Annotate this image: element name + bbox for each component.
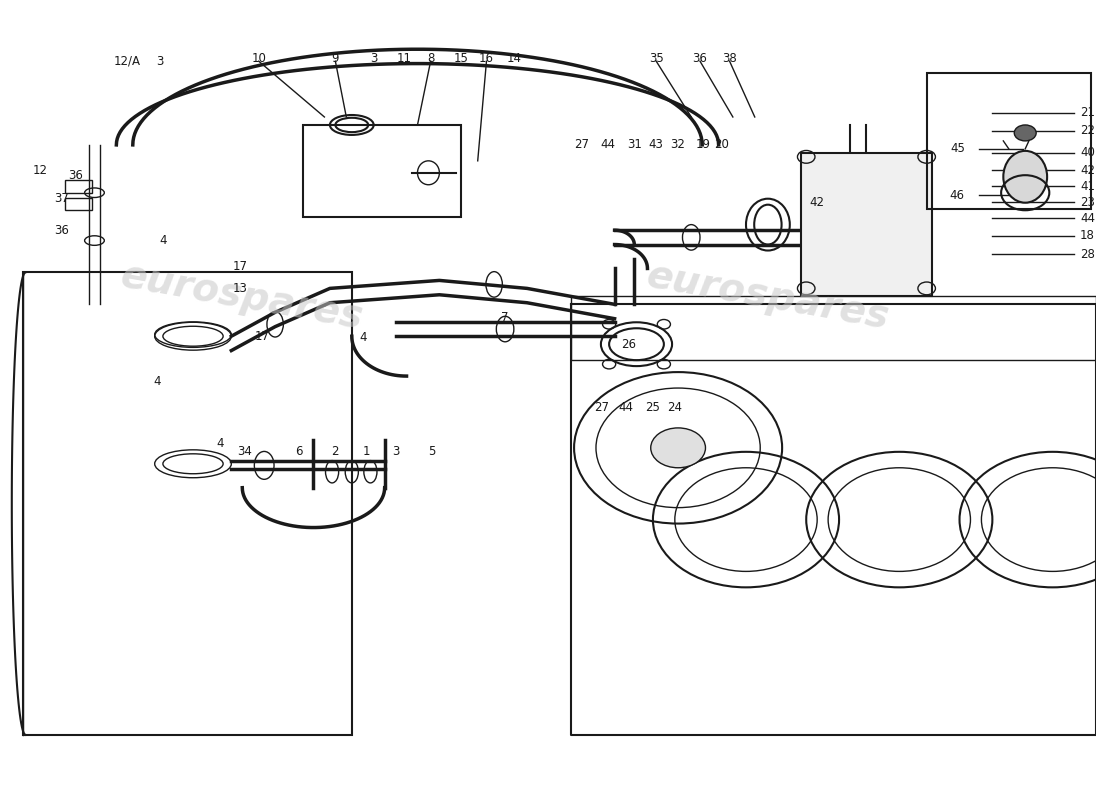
Text: 27: 27 xyxy=(574,138,590,151)
Text: 4: 4 xyxy=(153,375,161,388)
Text: 32: 32 xyxy=(671,138,685,151)
Text: 8: 8 xyxy=(427,52,434,66)
Text: 1: 1 xyxy=(362,446,370,458)
Text: 41: 41 xyxy=(1080,180,1094,193)
Text: 5: 5 xyxy=(428,446,436,458)
Bar xyxy=(571,296,1097,360)
Text: 40: 40 xyxy=(1080,146,1094,159)
Text: 4: 4 xyxy=(217,438,224,450)
Text: 16: 16 xyxy=(478,52,494,66)
Text: 25: 25 xyxy=(646,402,660,414)
Circle shape xyxy=(1014,125,1036,141)
Bar xyxy=(65,198,92,210)
Text: 3: 3 xyxy=(392,446,399,458)
Bar xyxy=(926,73,1091,209)
Text: 37: 37 xyxy=(54,192,69,205)
Text: eurospares: eurospares xyxy=(644,256,892,337)
Text: 3: 3 xyxy=(370,52,377,66)
Text: 36: 36 xyxy=(54,224,69,237)
Bar xyxy=(801,153,932,296)
Text: 42: 42 xyxy=(810,196,825,209)
Text: 42: 42 xyxy=(1080,164,1094,177)
Text: 11: 11 xyxy=(397,52,411,66)
Text: 3: 3 xyxy=(156,54,164,68)
Text: 26: 26 xyxy=(621,338,636,350)
Text: 10: 10 xyxy=(251,52,266,66)
Text: 20: 20 xyxy=(715,138,729,151)
Text: 44: 44 xyxy=(1080,212,1094,225)
Text: 21: 21 xyxy=(1080,106,1094,119)
Text: 46: 46 xyxy=(949,189,965,202)
Text: 28: 28 xyxy=(1080,248,1094,261)
Text: 2: 2 xyxy=(331,446,339,458)
Text: 44: 44 xyxy=(601,138,616,151)
Bar xyxy=(65,180,92,193)
Text: 12/A: 12/A xyxy=(113,54,141,68)
Text: 17: 17 xyxy=(232,259,248,273)
Text: 38: 38 xyxy=(723,52,737,66)
Text: 6: 6 xyxy=(296,446,303,458)
Text: 24: 24 xyxy=(668,402,682,414)
Text: 36: 36 xyxy=(693,52,707,66)
Text: 27: 27 xyxy=(594,402,609,414)
Text: 43: 43 xyxy=(649,138,663,151)
Bar xyxy=(23,273,352,735)
Text: 44: 44 xyxy=(618,402,632,414)
Text: 22: 22 xyxy=(1080,124,1094,137)
Ellipse shape xyxy=(1003,151,1047,202)
Text: 31: 31 xyxy=(627,138,641,151)
Text: 34: 34 xyxy=(236,446,252,458)
Text: 18: 18 xyxy=(1080,230,1094,242)
Circle shape xyxy=(651,428,705,468)
Text: 19: 19 xyxy=(696,138,711,151)
Text: 14: 14 xyxy=(506,52,521,66)
Bar xyxy=(302,125,461,217)
Text: 7: 7 xyxy=(502,311,509,324)
Text: 9: 9 xyxy=(331,52,339,66)
Text: eurospares: eurospares xyxy=(118,256,366,337)
Text: 17: 17 xyxy=(254,330,270,342)
Text: 4: 4 xyxy=(160,234,167,247)
Text: 12: 12 xyxy=(32,164,47,177)
Text: 45: 45 xyxy=(950,142,965,155)
Text: 13: 13 xyxy=(233,282,248,295)
Text: 35: 35 xyxy=(649,52,663,66)
Text: 4: 4 xyxy=(359,331,366,344)
Text: 23: 23 xyxy=(1080,196,1094,209)
Text: 36: 36 xyxy=(68,169,84,182)
Text: 15: 15 xyxy=(454,52,469,66)
